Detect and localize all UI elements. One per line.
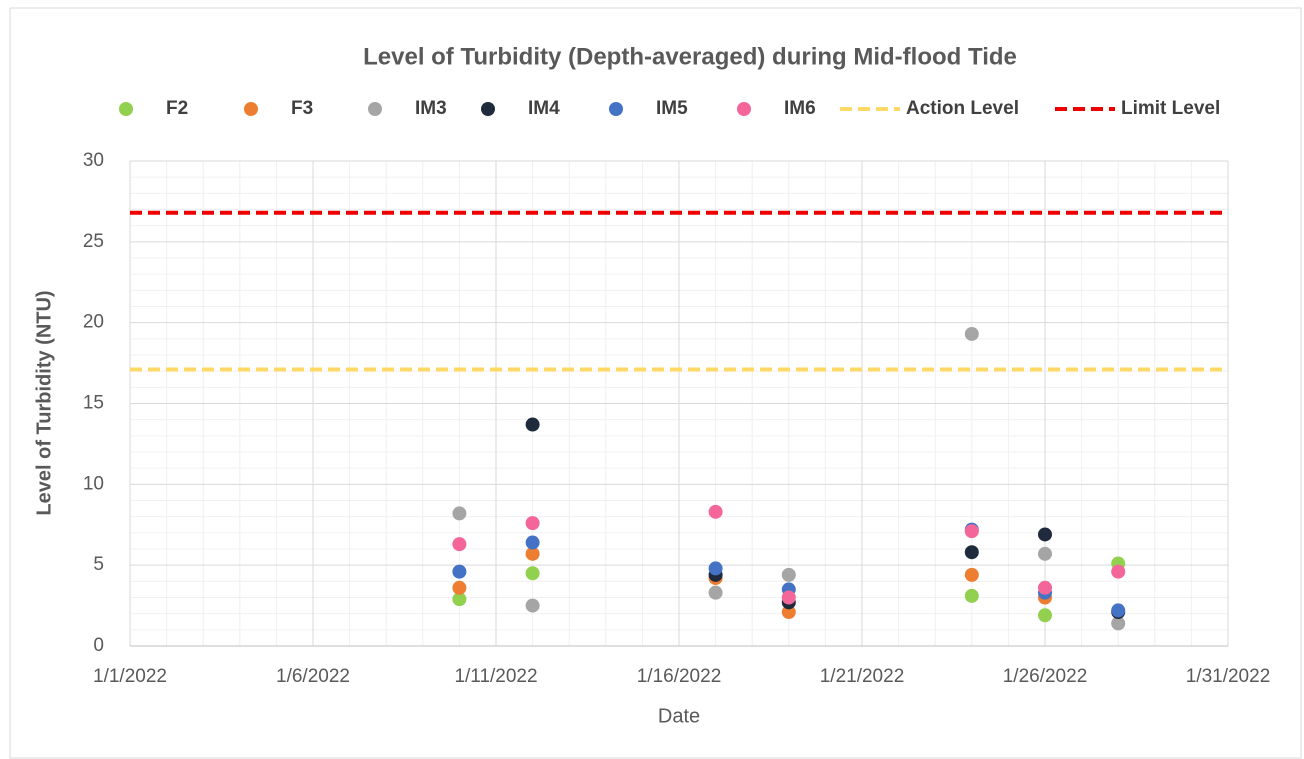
point: [964, 545, 979, 560]
y-tick-label: 30: [83, 150, 104, 171]
point: [1038, 546, 1052, 561]
y-tick-label: 10: [83, 473, 104, 494]
point: [781, 567, 796, 582]
x-tick-label: 1/1/2022: [93, 666, 167, 687]
point: [708, 504, 723, 519]
x-tick-label: 1/6/2022: [276, 666, 350, 687]
legend-marker: [737, 102, 751, 116]
x-tick-label: 1/21/2022: [820, 666, 905, 687]
point: [1038, 580, 1052, 595]
y-tick-label: 15: [83, 393, 104, 414]
y-tick-label: 25: [83, 231, 104, 252]
x-axis-label: Date: [658, 705, 700, 727]
point: [1111, 616, 1126, 631]
legend-label: IM4: [528, 98, 560, 119]
y-tick-label: 20: [83, 312, 104, 333]
legend-label: Limit Level: [1121, 98, 1220, 119]
point: [452, 537, 467, 552]
y-tick-label: 0: [93, 635, 104, 656]
point: [525, 535, 540, 550]
y-tick-label: 5: [93, 554, 104, 575]
chart-frame: [9, 7, 1302, 759]
point: [452, 592, 467, 607]
x-tick-label: 1/31/2022: [1186, 666, 1271, 687]
point: [964, 326, 979, 341]
legend-label: Action Level: [906, 98, 1019, 119]
chart-title: Level of Turbidity (Depth-averaged) duri…: [363, 43, 1017, 70]
legend-marker: [609, 102, 623, 116]
point: [1111, 564, 1126, 579]
point: [1111, 603, 1126, 618]
point: [1038, 527, 1052, 542]
legend-marker: [368, 102, 382, 116]
legend-label: F2: [166, 98, 188, 119]
legend-label: F3: [291, 98, 313, 119]
x-tick-label: 1/11/2022: [454, 666, 537, 687]
point: [452, 580, 467, 595]
legend-marker: [481, 102, 495, 116]
point: [452, 506, 467, 521]
x-tick-label: 1/26/2022: [1003, 666, 1088, 687]
point: [525, 417, 540, 432]
x-tick-label: 1/16/2022: [637, 666, 722, 687]
legend-label: IM3: [415, 98, 447, 119]
point: [708, 561, 723, 576]
y-axis-label: Level of Turbidity (NTU): [33, 290, 55, 515]
legend-label: IM5: [656, 98, 688, 119]
point: [708, 585, 723, 600]
point: [452, 564, 467, 579]
point: [525, 516, 540, 531]
point: [525, 598, 540, 613]
point: [525, 566, 540, 581]
legend-marker: [244, 102, 258, 116]
point: [525, 546, 540, 561]
point: [781, 590, 796, 605]
point: [1038, 608, 1052, 623]
legend-marker: [119, 102, 133, 116]
point: [964, 524, 979, 539]
legend-label: IM6: [784, 98, 816, 119]
point: [964, 567, 979, 582]
point: [781, 605, 796, 620]
point: [964, 588, 979, 603]
